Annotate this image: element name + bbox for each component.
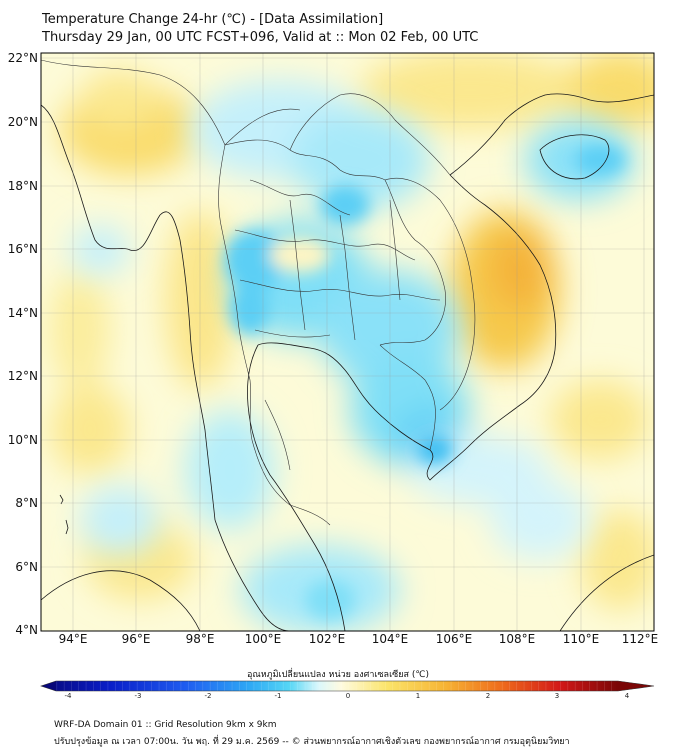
colorbar-tick: 2 — [485, 692, 491, 700]
colorbar-tick: -2 — [204, 692, 212, 700]
lon-label: 98°E — [185, 632, 215, 646]
lon-label: 112°E — [621, 632, 659, 646]
lat-label: 8°N — [15, 496, 38, 510]
colorbar-title: อุณหภูมิเปลี่ยนแปลง หน่วย องศาเซลเซียส (… — [246, 670, 430, 680]
lon-label: 94°E — [58, 632, 88, 646]
chart-title: Temperature Change 24-hr (℃) - [Data Ass… — [42, 12, 384, 27]
borders — [41, 59, 476, 526]
footer-credit: ปรับปรุงข้อมูล ณ เวลา 07:00น. วัน พฤ. ที… — [54, 737, 570, 747]
colorbar-tick: 4 — [624, 692, 630, 700]
colorbar-tick: -3 — [134, 692, 142, 700]
lat-label: 14°N — [7, 306, 38, 320]
lon-label: 104°E — [371, 632, 409, 646]
colorbar-tick: -1 — [274, 692, 282, 700]
lat-label: 22°N — [7, 51, 38, 65]
colorbar-tick: -4 — [64, 692, 72, 700]
footer-model-info: WRF-DA Domain 01 :: Grid Resolution 9km … — [54, 720, 277, 730]
lon-label: 100°E — [244, 632, 282, 646]
temperature-field — [41, 53, 654, 631]
plot-frame — [40, 52, 655, 632]
colorbar-tick: 1 — [415, 692, 421, 700]
lon-label: 102°E — [308, 632, 346, 646]
lat-label: 16°N — [7, 242, 38, 256]
lat-label: 6°N — [15, 560, 38, 574]
lon-label: 96°E — [121, 632, 151, 646]
lat-label: 20°N — [7, 115, 38, 129]
lat-label: 4°N — [15, 623, 38, 637]
colorbar-tick: 3 — [554, 692, 560, 700]
coastlines — [41, 93, 654, 631]
lon-label: 106°E — [435, 632, 473, 646]
temperature-map — [40, 52, 655, 692]
colorbar-tick: 0 — [345, 692, 351, 700]
gridlines — [41, 53, 654, 631]
lat-label: 12°N — [7, 369, 38, 383]
lat-label: 18°N — [7, 179, 38, 193]
lat-label: 10°N — [7, 433, 38, 447]
chart-subtitle: Thursday 29 Jan, 00 UTC FCST+096, Valid … — [42, 30, 479, 45]
lon-label: 110°E — [562, 632, 600, 646]
lon-label: 108°E — [498, 632, 536, 646]
colorbar — [40, 680, 655, 692]
